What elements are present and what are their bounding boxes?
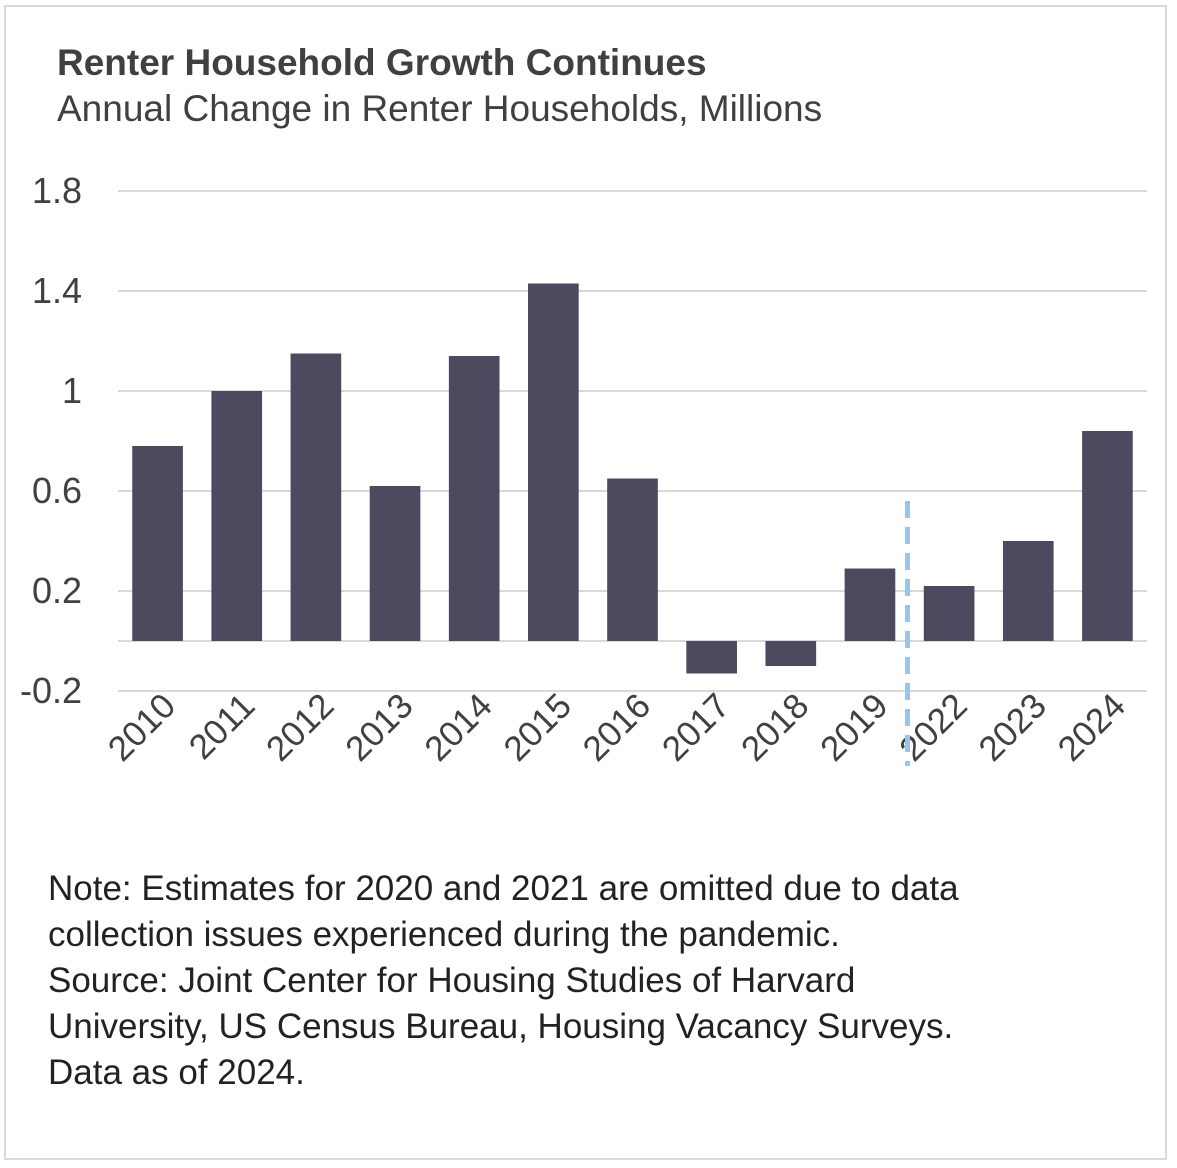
y-tick-label: 0.6	[32, 470, 82, 511]
x-tick-label: 2015	[496, 686, 579, 769]
bar-2017	[686, 641, 737, 674]
x-tick-label: 2024	[1050, 686, 1133, 769]
bar-2014	[448, 356, 500, 641]
x-tick-label: 2010	[101, 686, 184, 769]
bar-chart: 1.81.410.60.2-0.2 20102011201220132014201…	[20, 170, 1147, 769]
x-tick-label: 2016	[576, 686, 659, 769]
x-tick-label: 2013	[338, 686, 421, 769]
x-tick-label: 2018	[734, 686, 817, 769]
bar-2016	[607, 478, 658, 641]
chart-subtitle: Annual Change in Renter Households, Mill…	[57, 88, 823, 129]
note-line: collection issues experienced during the…	[48, 915, 840, 954]
source-line: University, US Census Bureau, Housing Va…	[48, 1007, 954, 1046]
bar-2011	[211, 391, 263, 641]
x-tick-label: 2022	[892, 686, 975, 769]
x-tick-label: 2019	[813, 686, 896, 769]
bar-2012	[290, 353, 342, 641]
source-line: Source: Joint Center for Housing Studies…	[48, 961, 856, 1000]
bar-2015	[528, 283, 579, 641]
bar-2019	[844, 568, 896, 641]
x-tick-label: 2023	[971, 686, 1054, 769]
bar-2022	[923, 586, 975, 641]
y-tick-label: 0.2	[32, 570, 82, 611]
x-tick-label: 2014	[417, 686, 500, 769]
bar-2018	[765, 641, 817, 666]
bar-2023	[1002, 541, 1054, 641]
x-tick-label: 2017	[655, 686, 738, 769]
x-tick-label: 2012	[259, 686, 342, 769]
chart-title: Renter Household Growth Continues	[57, 42, 707, 83]
y-tick-label: 1.8	[32, 170, 82, 211]
y-tick-label: 1	[62, 370, 82, 411]
data-date-line: Data as of 2024.	[48, 1053, 305, 1092]
y-tick-label: 1.4	[32, 270, 82, 311]
note-line: Note: Estimates for 2020 and 2021 are om…	[48, 869, 959, 908]
y-tick-label: -0.2	[20, 670, 82, 711]
chart-notes: Note: Estimates for 2020 and 2021 are om…	[48, 866, 1148, 1096]
chart-frame	[4, 5, 1167, 1160]
bar-2013	[369, 486, 421, 641]
bar-2010	[132, 446, 183, 641]
x-tick-label: 2011	[182, 686, 263, 767]
bar-2024	[1082, 431, 1133, 641]
